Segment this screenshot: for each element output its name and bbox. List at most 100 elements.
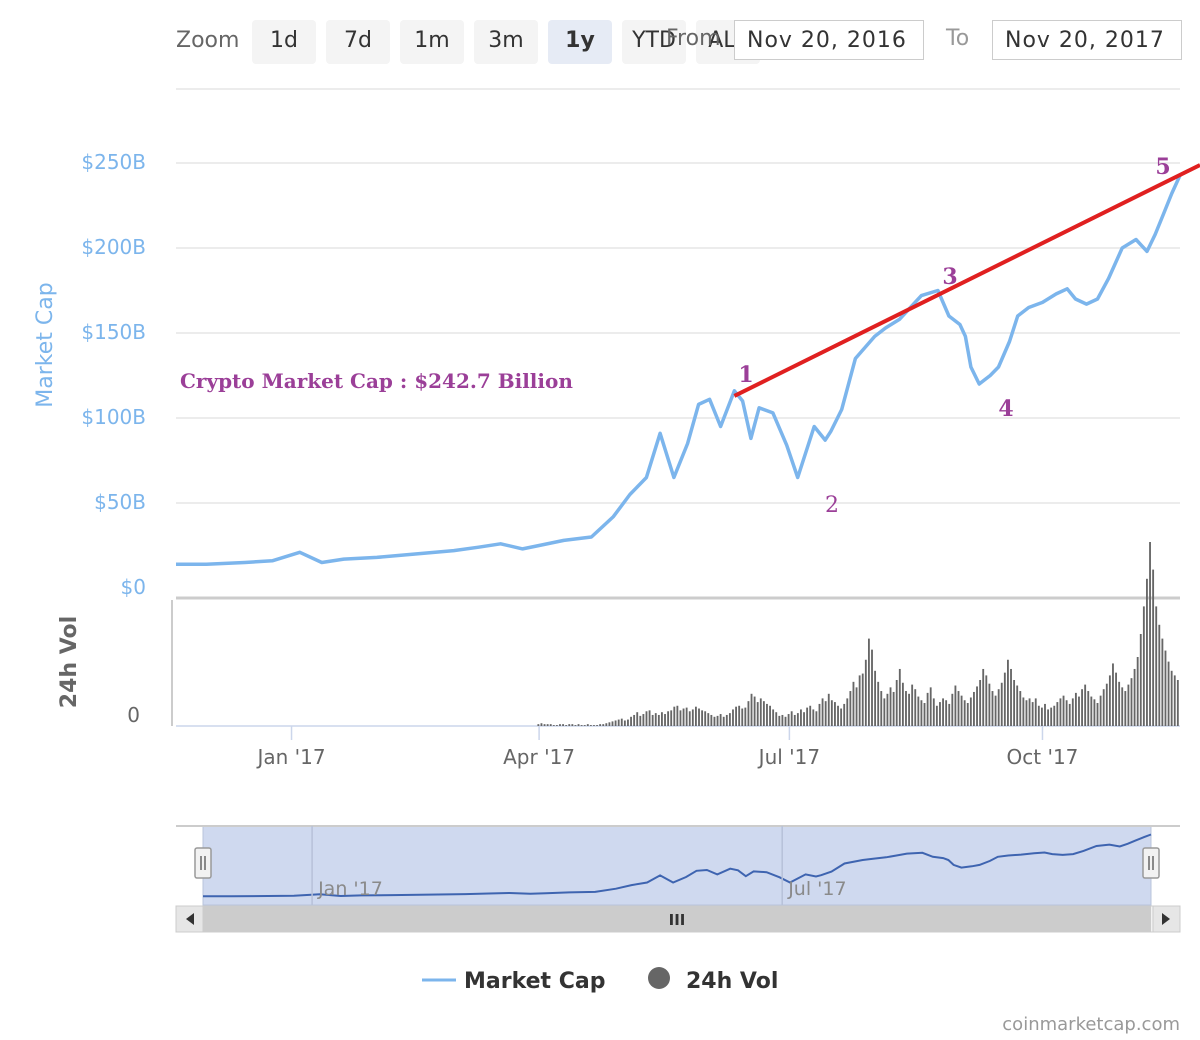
market-cap-line: [176, 174, 1182, 566]
volume-bar: [657, 714, 660, 726]
volume-bar: [858, 675, 861, 726]
navigator-x-label: Jan '17: [317, 878, 383, 900]
volume-bar: [769, 705, 771, 726]
volume-bar: [762, 701, 765, 726]
volume-bar: [905, 691, 907, 726]
x-tick-label: Oct '17: [1007, 745, 1079, 769]
volume-bar: [691, 709, 694, 726]
volume-bar: [555, 725, 558, 726]
handle-body: [1142, 847, 1160, 879]
volume-bar: [661, 712, 663, 726]
volume-bar: [1084, 684, 1087, 726]
volume-bar: [988, 683, 991, 726]
volume-bar: [1118, 681, 1121, 726]
volume-bar: [892, 691, 895, 726]
scrollbar-thumb: [203, 906, 1151, 932]
volume-bar: [837, 705, 839, 726]
volume-bar: [812, 709, 815, 726]
volume-bar: [716, 715, 719, 726]
volume-bar: [664, 714, 666, 726]
volume-bar: [589, 725, 592, 726]
y-axis-ticks: $0 $50B $100B $150B $200B $250B: [81, 150, 146, 599]
volume-bar: [759, 698, 762, 726]
volume-bar: [1071, 698, 1074, 726]
volume-bar: [571, 724, 574, 726]
volume-bar: [1170, 670, 1173, 726]
volume-bar: [1047, 709, 1050, 726]
zoom-button-7d[interactable]: 7d: [326, 20, 390, 64]
volume-bar: [803, 712, 805, 726]
volume-bar: [735, 706, 737, 726]
volume-bar: [1062, 695, 1065, 726]
volume-bar: [617, 719, 620, 726]
volume-bar: [568, 724, 571, 726]
volume-bar: [994, 695, 997, 726]
volume-bar: [1164, 650, 1167, 726]
credits-link[interactable]: coinmarketcap.com: [1002, 1014, 1180, 1035]
zoom-button-3m[interactable]: 3m: [474, 20, 538, 64]
volume-bar: [1081, 689, 1083, 726]
volume-bar: [1161, 638, 1164, 726]
x-tick-label: Jan '17: [255, 745, 325, 769]
volume-bar: [793, 714, 796, 726]
volume-bar: [800, 709, 802, 726]
scroll-right-arrow-icon: [1162, 913, 1170, 925]
x-axis-ticks: Jan '17 Apr '17 Jul '17 Oct '17: [255, 726, 1078, 769]
volume-bars: [537, 542, 1179, 726]
volume-bar: [1031, 702, 1034, 726]
to-date-input[interactable]: Nov 20, 2017: [992, 20, 1182, 60]
volume-bar: [849, 691, 852, 726]
zoom-button-ytd[interactable]: YTD: [622, 20, 686, 64]
volume-bar: [605, 723, 608, 726]
volume-bar: [636, 712, 639, 726]
volume-bar: [1149, 542, 1151, 726]
volume-bar: [790, 711, 793, 726]
legend-item-market-cap[interactable]: Market Cap: [422, 969, 605, 994]
navigator-left-handle[interactable]: [194, 847, 212, 879]
volume-bar: [1102, 689, 1105, 726]
volume-bar: [1158, 624, 1161, 726]
navigator-right-handle[interactable]: [1142, 847, 1160, 879]
volume-bar: [670, 710, 673, 726]
wave-labels: 1 2 3 4 5: [738, 154, 1170, 518]
volume-bar: [552, 725, 555, 726]
volume-bar: [942, 698, 944, 726]
volume-bar: [1050, 707, 1053, 726]
volume-bar: [895, 680, 898, 726]
navigator[interactable]: Jan '17 Jul '17 III: [175, 825, 1181, 933]
volume-bar: [861, 673, 864, 726]
zoom-button-1y[interactable]: 1y: [548, 20, 612, 64]
volume-bar: [982, 668, 985, 726]
legend: Market Cap 24h Vol: [422, 967, 778, 994]
volume-bar: [1093, 699, 1096, 726]
zoom-button-1d[interactable]: 1d: [252, 20, 316, 64]
volume-bar: [1044, 703, 1046, 726]
y-axis-title: Market Cap: [33, 282, 58, 407]
volume-bar: [701, 710, 704, 726]
volume-bar: [963, 700, 966, 726]
volume-bar: [1078, 696, 1080, 726]
scrollbar[interactable]: III: [175, 905, 1181, 933]
legend-item-24h-vol[interactable]: 24h Vol: [648, 967, 778, 994]
volume-bar: [1127, 684, 1130, 726]
volume-bar: [951, 693, 954, 726]
volume-bar: [855, 687, 858, 726]
volume-bar: [1133, 668, 1136, 726]
from-label: From: [666, 26, 721, 51]
volume-bar: [806, 707, 809, 726]
volume-bar: [543, 724, 546, 726]
from-date-input[interactable]: Nov 20, 2016: [734, 20, 924, 60]
volume-bar: [679, 710, 682, 726]
volume-bar: [577, 724, 580, 726]
volume-bar: [688, 711, 691, 726]
volume-bar: [846, 698, 849, 726]
volume-bar: [1176, 680, 1179, 726]
zoom-label: Zoom: [176, 28, 240, 53]
volume-bar: [966, 703, 969, 726]
zoom-button-1m[interactable]: 1m: [400, 20, 464, 64]
volume-bar: [546, 724, 549, 726]
volume-bar: [586, 724, 589, 726]
volume-bar: [787, 714, 790, 726]
volume-bar: [948, 703, 951, 726]
volume-bar: [1152, 569, 1155, 726]
